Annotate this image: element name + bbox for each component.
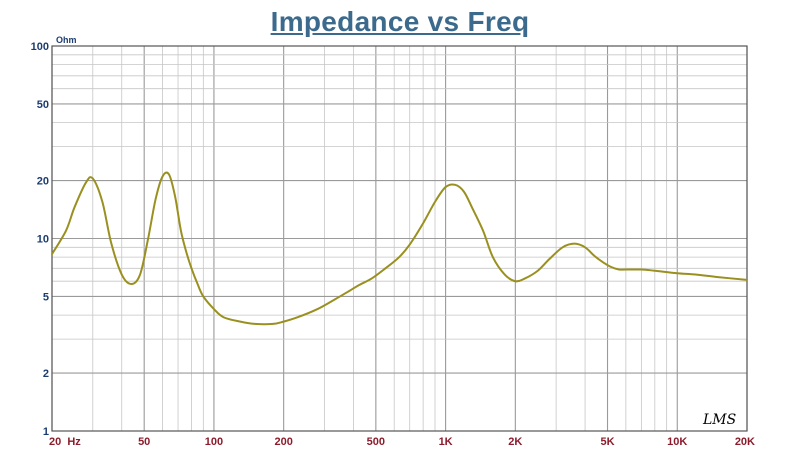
x-axis-ticks: 20 Hz 50 100 200 500 1K 2K 5K 10K 20K xyxy=(49,436,755,448)
chart-title: Impedance vs Freq xyxy=(270,6,530,37)
x-tick-label: 20K xyxy=(735,436,755,448)
y-tick-label: 50 xyxy=(37,99,49,111)
y-tick-label: 5 xyxy=(43,291,49,303)
y-axis-ticks: 1 2 5 10 20 50 100 xyxy=(31,41,49,438)
x-tick-label: 10K xyxy=(667,436,687,448)
y-axis-unit: Ohm xyxy=(56,35,77,45)
lms-watermark: LMS xyxy=(702,412,736,428)
y-tick-label: 2 xyxy=(43,368,49,380)
grid xyxy=(51,46,748,431)
x-tick-label: 100 xyxy=(205,436,223,448)
y-tick-label: 1 xyxy=(43,426,49,438)
x-tick-label: 1K xyxy=(439,436,453,448)
x-tick-label: 50 xyxy=(138,436,150,448)
y-tick-label: 100 xyxy=(31,41,49,53)
y-tick-label: 20 xyxy=(37,176,49,188)
x-tick-label: 500 xyxy=(367,436,385,448)
x-tick-label: 2K xyxy=(508,436,522,448)
impedance-curve xyxy=(51,171,748,326)
x-tick-label: 200 xyxy=(274,436,292,448)
x-tick-label: 5K xyxy=(600,436,614,448)
plot-frame xyxy=(51,45,748,432)
y-tick-label: 10 xyxy=(37,234,49,246)
x-tick-label: 20 Hz xyxy=(49,436,81,448)
